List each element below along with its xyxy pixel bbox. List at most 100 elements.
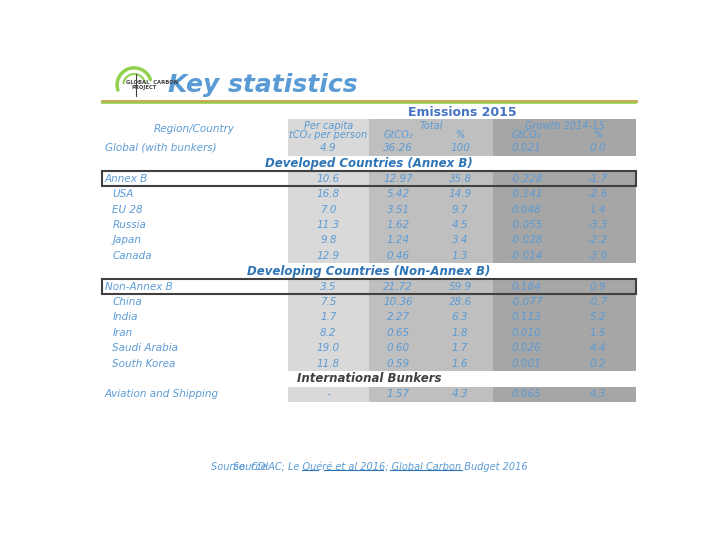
Text: -0.7: -0.7 (588, 297, 608, 307)
Text: Non-Annex B: Non-Annex B (104, 281, 173, 292)
Text: South Korea: South Korea (112, 359, 176, 369)
Bar (369, 340, 493, 356)
Bar (369, 387, 493, 402)
Text: -2.6: -2.6 (588, 189, 608, 199)
Bar (493, 186, 636, 202)
Text: -: - (326, 389, 330, 400)
Text: 0.65: 0.65 (387, 328, 410, 338)
Bar (287, 325, 369, 340)
Bar (369, 294, 493, 309)
Text: 0.021: 0.021 (511, 143, 541, 153)
Bar (493, 202, 636, 217)
Bar (493, 387, 636, 402)
Bar (369, 356, 493, 372)
Bar (493, 325, 636, 340)
Text: 4.3: 4.3 (452, 389, 468, 400)
Text: 5.2: 5.2 (590, 312, 606, 322)
Text: %: % (593, 130, 602, 140)
Text: 7.5: 7.5 (320, 297, 336, 307)
Text: 59.9: 59.9 (449, 281, 472, 292)
Text: 28.6: 28.6 (449, 297, 472, 307)
Text: 4.5: 4.5 (452, 220, 468, 230)
Text: GtCO₂: GtCO₂ (511, 130, 541, 140)
Text: 9.8: 9.8 (320, 235, 336, 245)
Text: Growth 2014-15: Growth 2014-15 (525, 120, 605, 131)
Text: Region/Country: Region/Country (154, 125, 235, 134)
Text: International Bunkers: International Bunkers (297, 373, 441, 386)
Text: -3.3: -3.3 (588, 220, 608, 230)
Text: GtCO₂: GtCO₂ (383, 130, 413, 140)
Text: -0.028: -0.028 (509, 235, 543, 245)
Text: 1.4: 1.4 (590, 205, 606, 214)
Text: 0.46: 0.46 (387, 251, 410, 261)
Bar (287, 279, 369, 294)
Bar (493, 279, 636, 294)
Bar (369, 140, 493, 156)
Text: %: % (456, 130, 464, 140)
Bar (493, 119, 636, 140)
Bar (287, 202, 369, 217)
Bar (369, 119, 493, 140)
Text: 9.7: 9.7 (452, 205, 468, 214)
Text: 12.9: 12.9 (317, 251, 340, 261)
Bar (493, 140, 636, 156)
Text: PROJECT: PROJECT (131, 85, 156, 90)
Text: 0.0: 0.0 (590, 143, 606, 153)
Text: -0.141: -0.141 (509, 189, 543, 199)
Bar (369, 186, 493, 202)
Text: 1.7: 1.7 (452, 343, 468, 353)
Text: 19.0: 19.0 (317, 343, 340, 353)
Bar (493, 356, 636, 372)
Text: USA: USA (112, 189, 134, 199)
Bar (287, 140, 369, 156)
Text: 1.57: 1.57 (387, 389, 410, 400)
Bar (287, 294, 369, 309)
Bar (287, 387, 369, 402)
Bar (493, 217, 636, 233)
Text: 3.4: 3.4 (452, 235, 468, 245)
Text: Annex B: Annex B (104, 174, 148, 184)
Bar (287, 119, 369, 140)
Text: Key statistics: Key statistics (168, 73, 357, 97)
Bar (369, 325, 493, 340)
Text: Japan: Japan (112, 235, 141, 245)
Text: -0.014: -0.014 (509, 251, 543, 261)
Text: Developed Countries (Annex B): Developed Countries (Annex B) (265, 157, 473, 170)
Text: 0.2: 0.2 (590, 359, 606, 369)
Text: -0.077: -0.077 (509, 297, 543, 307)
Bar (369, 279, 493, 294)
Text: 0.065: 0.065 (511, 389, 541, 400)
Text: 7.0: 7.0 (320, 205, 336, 214)
Text: Emissions 2015: Emissions 2015 (408, 106, 516, 119)
Text: GLOBAL  CARBON: GLOBAL CARBON (127, 80, 179, 85)
Bar (493, 294, 636, 309)
Text: Aviation and Shipping: Aviation and Shipping (104, 389, 219, 400)
Text: 8.2: 8.2 (320, 328, 336, 338)
Text: Source: CDIAC; Le Quéré et al 2016; Global Carbon Budget 2016: Source: CDIAC; Le Quéré et al 2016; Glob… (211, 462, 527, 472)
Text: 0.001: 0.001 (511, 359, 541, 369)
Bar (102, 279, 636, 294)
Text: 3.51: 3.51 (387, 205, 410, 214)
Text: Source:: Source: (233, 462, 274, 472)
Bar (287, 186, 369, 202)
Bar (287, 248, 369, 264)
Bar (493, 309, 636, 325)
Text: Canada: Canada (112, 251, 152, 261)
Bar (493, 340, 636, 356)
Text: 21.72: 21.72 (383, 281, 413, 292)
Bar (287, 217, 369, 233)
Text: 1.8: 1.8 (452, 328, 468, 338)
Bar (369, 202, 493, 217)
Text: 0.184: 0.184 (511, 281, 541, 292)
Bar (369, 217, 493, 233)
Text: 1.7: 1.7 (320, 312, 336, 322)
Text: 0.59: 0.59 (387, 359, 410, 369)
Bar (369, 233, 493, 248)
Bar (493, 233, 636, 248)
Text: 1.24: 1.24 (387, 235, 410, 245)
Bar (369, 248, 493, 264)
Text: 100: 100 (450, 143, 470, 153)
Text: 1.6: 1.6 (452, 359, 468, 369)
Bar (287, 233, 369, 248)
Text: -1.7: -1.7 (588, 174, 608, 184)
